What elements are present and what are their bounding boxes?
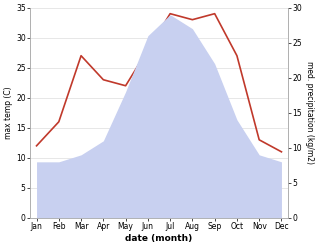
Y-axis label: med. precipitation (kg/m2): med. precipitation (kg/m2) xyxy=(305,61,314,164)
Y-axis label: max temp (C): max temp (C) xyxy=(4,86,13,139)
X-axis label: date (month): date (month) xyxy=(125,234,193,243)
